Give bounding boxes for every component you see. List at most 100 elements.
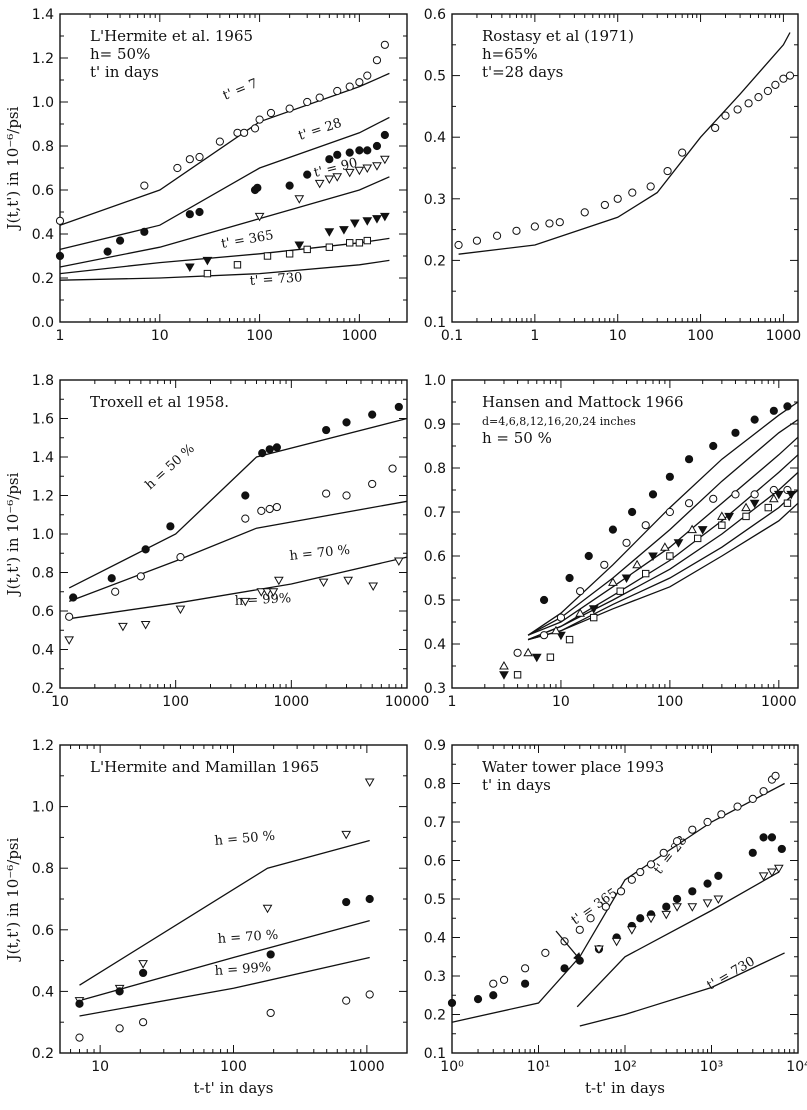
data-point <box>473 995 483 1004</box>
data-point <box>250 124 260 133</box>
data-point <box>268 588 279 597</box>
chart-subtitle: t'=28 days <box>482 63 563 81</box>
data-point <box>759 833 768 842</box>
data-point <box>521 979 530 988</box>
model-curve <box>68 500 408 603</box>
data-point <box>140 181 149 190</box>
data-point <box>372 56 382 65</box>
curve-label: t' = 730 <box>249 270 303 289</box>
data-point <box>709 494 718 503</box>
chart-title: L'Hermite and Mamillan 1965 <box>90 758 319 776</box>
data-point <box>103 247 112 256</box>
data-point <box>531 653 542 663</box>
y-tick-label: 0.6 <box>424 549 446 565</box>
plot-frame <box>59 379 408 689</box>
data-point <box>616 587 624 595</box>
model-curve <box>79 956 370 1017</box>
data-point <box>688 825 697 834</box>
x-tick-label: 1000 <box>274 694 310 710</box>
data-point <box>622 538 631 547</box>
chart-panel-5: 10 100 1000 0.2 0.4 0.6 0.8 1.0 1.2 L'Hermite and… <box>4 738 408 1097</box>
y-tick-label: 0.1 <box>424 315 446 331</box>
data-point <box>783 499 792 507</box>
data-point <box>111 587 120 596</box>
data-point <box>324 228 335 237</box>
y-tick-label: 0.5 <box>424 69 446 85</box>
data-point <box>265 504 274 514</box>
data-point <box>716 511 727 520</box>
y-tick-label: 0.4 <box>32 643 54 659</box>
x-tick-label: 1000 <box>349 1059 385 1075</box>
data-point <box>115 236 125 245</box>
data-point <box>394 402 403 412</box>
y-tick-label: 1.2 <box>32 51 54 67</box>
data-point <box>342 418 351 427</box>
x-tick-label: 100 <box>220 1059 247 1075</box>
data-point <box>322 489 331 498</box>
data-point <box>263 252 272 260</box>
y-tick-label: 1.6 <box>32 412 54 428</box>
x-tick-label: 10 <box>91 1059 109 1075</box>
data-point <box>303 245 311 254</box>
data-point <box>541 948 550 958</box>
curve-label: h = 50 % <box>143 441 198 493</box>
y-tick-label: 0.5 <box>424 892 446 908</box>
y-tick-label: 1.0 <box>32 95 54 111</box>
data-point <box>363 146 372 155</box>
chart-subtitle: h= 50% <box>90 45 150 63</box>
data-point <box>55 216 65 225</box>
data-point <box>759 787 768 796</box>
data-point <box>136 572 145 581</box>
data-point <box>530 222 539 231</box>
data-point <box>115 1024 124 1033</box>
data-point <box>731 490 740 499</box>
data-point <box>565 573 574 583</box>
y-tick-label: 1.4 <box>32 7 54 23</box>
data-point <box>771 80 780 89</box>
data-point <box>628 188 637 197</box>
chart-title: Water tower place 1993 <box>482 758 664 776</box>
data-point <box>325 243 334 251</box>
curve-label: h = 70 % <box>289 543 351 564</box>
chart-panel-6: 10⁰ 10¹ 10² 10³ 10⁴ 0.1 0.2 0.3 0.4 0.5 0.6 0.7 0.8 0… <box>424 738 807 1097</box>
data-point <box>659 848 668 857</box>
data-point <box>576 587 585 596</box>
data-point <box>314 179 325 189</box>
data-point <box>754 93 763 102</box>
data-point <box>499 660 509 670</box>
data-point <box>166 522 175 531</box>
y-tick-label: 0.7 <box>424 815 446 831</box>
data-point <box>258 449 267 458</box>
x-tick-label: 10⁴ <box>786 1059 807 1075</box>
data-point <box>253 183 262 192</box>
data-point <box>492 231 502 240</box>
y-tick-label: 0.6 <box>32 604 54 620</box>
model-curve <box>458 32 791 255</box>
data-point <box>684 499 694 508</box>
data-point <box>265 445 274 454</box>
data-point <box>777 844 786 854</box>
model-curve <box>576 871 780 1008</box>
chart-subtitle: t' in days <box>482 776 551 794</box>
curve-label: t' = 365 <box>569 886 621 929</box>
data-point <box>608 525 618 534</box>
y-tick-label: 0.6 <box>32 183 54 199</box>
data-point <box>580 208 589 217</box>
data-point <box>368 479 377 489</box>
data-point <box>783 402 792 411</box>
data-point <box>546 653 555 661</box>
data-point <box>202 256 213 266</box>
model-curve <box>69 556 408 620</box>
x-tick-label: 1000 <box>761 694 797 710</box>
chart-panel-4: 1 10 100 1000 0.3 0.4 0.5 0.6 0.7 0.8 0.9 1.0 Hansen… <box>424 373 799 710</box>
y-tick-label: 1.2 <box>32 489 54 505</box>
data-point <box>513 648 522 657</box>
model-curve <box>79 919 370 1002</box>
data-point <box>388 464 397 473</box>
y-tick-label: 0.2 <box>32 271 54 287</box>
data-point <box>195 152 204 162</box>
y-tick-label: 1.2 <box>32 738 54 754</box>
y-tick-label: 0.3 <box>424 681 446 697</box>
y-tick-label: 0.9 <box>424 417 446 433</box>
data-point <box>703 879 712 888</box>
